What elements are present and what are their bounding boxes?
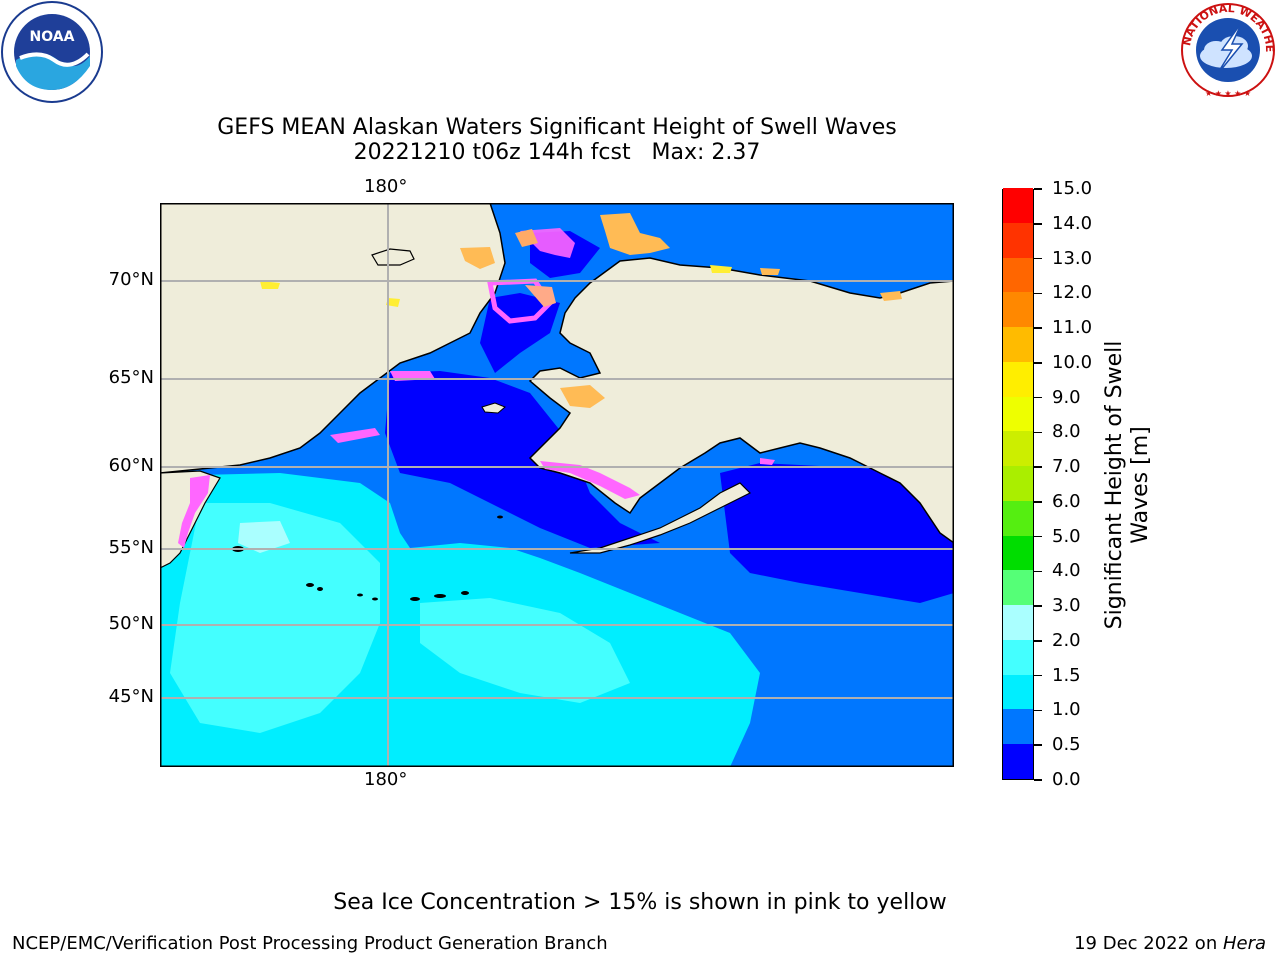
footer-host: Hera bbox=[1222, 933, 1266, 954]
colorbar-tick-label: 4.0 bbox=[1052, 560, 1081, 582]
lat-label-55: 55°N bbox=[108, 537, 154, 558]
colorbar-tick bbox=[1034, 396, 1042, 399]
colorbar-tick bbox=[1034, 292, 1042, 295]
colorbar-tick-label: 3.0 bbox=[1052, 595, 1081, 617]
colorbar-segment bbox=[1003, 465, 1033, 501]
colorbar-tick bbox=[1034, 223, 1042, 225]
colorbar-tick bbox=[1034, 709, 1042, 712]
colorbar-segment bbox=[1003, 291, 1033, 328]
lat-label-60: 60°N bbox=[108, 455, 154, 476]
swell-region-blue-east bbox=[720, 463, 954, 603]
lon-label-bottom: 180° bbox=[364, 769, 408, 790]
colorbar-tick bbox=[1034, 674, 1042, 677]
colorbar-tick-label: 11.0 bbox=[1052, 317, 1093, 339]
colorbar-tick bbox=[1034, 779, 1042, 781]
footer-branch: NCEP/EMC/Verification Post Processing Pr… bbox=[12, 933, 608, 954]
lat-label-45: 45°N bbox=[108, 686, 154, 707]
colorbar-fill bbox=[1003, 187, 1033, 779]
colorbar-tick-label: 1.5 bbox=[1052, 664, 1081, 686]
colorbar-tick bbox=[1034, 362, 1042, 364]
colorbar-segment bbox=[1003, 535, 1033, 571]
noaa-logo-text: NOAA bbox=[30, 29, 75, 45]
colorbar-segment bbox=[1003, 639, 1033, 675]
colorbar-tick bbox=[1034, 744, 1042, 746]
colorbar-tick-label: 14.0 bbox=[1052, 212, 1093, 234]
aleutian-islands bbox=[232, 515, 503, 601]
colorbar-tick-label: 15.0 bbox=[1052, 178, 1093, 199]
swell-region-lightcyan bbox=[170, 503, 380, 733]
colorbar-tick bbox=[1034, 605, 1042, 607]
title-line-1: GEFS MEAN Alaskan Waters Significant Hei… bbox=[217, 115, 897, 140]
nws-stars: ★ ★ ★ ★ ★ bbox=[1205, 89, 1251, 98]
colorbar-tick-label: 6.0 bbox=[1052, 490, 1081, 512]
colorbar-segment bbox=[1003, 709, 1033, 745]
colorbar-tick bbox=[1034, 188, 1042, 190]
map-panel bbox=[160, 203, 954, 767]
land-st-lawrence bbox=[481, 402, 506, 414]
lat-label-65: 65°N bbox=[108, 367, 154, 388]
colorbar-tick-label: 7.0 bbox=[1052, 456, 1081, 478]
colorbar-tick-label: 9.0 bbox=[1052, 386, 1081, 408]
land-wrangel bbox=[371, 248, 415, 266]
land-alaska-peninsula bbox=[569, 482, 752, 554]
footer-date: 19 Dec 2022 on Hera bbox=[1074, 933, 1266, 954]
colorbar-segment bbox=[1003, 257, 1033, 293]
colorbar-tick bbox=[1034, 327, 1042, 329]
colorbar-tick bbox=[1034, 570, 1042, 573]
map-frame bbox=[160, 203, 954, 767]
swell-region-blue-bering bbox=[385, 371, 660, 548]
nws-logo: NATIONAL WEATHER SERVICE ★ ★ ★ ★ ★ bbox=[1172, 0, 1280, 104]
colorbar-tick bbox=[1034, 535, 1042, 538]
colorbar-segment bbox=[1003, 222, 1033, 258]
colorbar-segment bbox=[1003, 396, 1033, 432]
colorbar-tick-label: 13.0 bbox=[1052, 247, 1093, 269]
map-gridlines bbox=[160, 203, 954, 767]
colorbar-segment bbox=[1003, 326, 1033, 362]
colorbar-tick-label: 2.0 bbox=[1052, 629, 1081, 651]
land-siberia bbox=[160, 203, 954, 544]
colorbar bbox=[1002, 187, 1034, 780]
colorbar-tick-label: 12.0 bbox=[1052, 282, 1093, 304]
swell-region-palecyan bbox=[238, 521, 290, 553]
noaa-logo: NOAA bbox=[0, 0, 104, 104]
colorbar-tick bbox=[1034, 501, 1042, 503]
colorbar-tick-label: 5.0 bbox=[1052, 525, 1081, 547]
title-line-2: 20221210 t06z 144h fcst Max: 2.37 bbox=[353, 140, 761, 165]
lat-label-50: 50°N bbox=[108, 613, 154, 634]
colorbar-segment bbox=[1003, 187, 1033, 223]
footer-date-text: 19 Dec 2022 on bbox=[1074, 933, 1223, 954]
colorbar-tick bbox=[1034, 466, 1042, 468]
colorbar-tick-label: 1.0 bbox=[1052, 699, 1081, 721]
colorbar-tick bbox=[1034, 640, 1042, 642]
colorbar-tick-label: 0.5 bbox=[1052, 734, 1081, 756]
sea-ice-note: Sea Ice Concentration > 15% is shown in … bbox=[333, 890, 947, 915]
colorbar-segment bbox=[1003, 500, 1033, 536]
sea-ice-overlay bbox=[178, 213, 902, 548]
colorbar-segment bbox=[1003, 430, 1033, 467]
colorbar-segment bbox=[1003, 674, 1033, 710]
lon-label-top: 180° bbox=[364, 176, 408, 197]
chart-title: GEFS MEAN Alaskan Waters Significant Hei… bbox=[160, 115, 954, 165]
colorbar-segment bbox=[1003, 361, 1033, 397]
colorbar-tick bbox=[1034, 431, 1042, 434]
colorbar-tick-label: 8.0 bbox=[1052, 421, 1081, 443]
lat-label-70: 70°N bbox=[108, 269, 154, 290]
colorbar-tick-label: 10.0 bbox=[1052, 351, 1093, 373]
colorbar-tick bbox=[1034, 257, 1042, 260]
colorbar-segment bbox=[1003, 604, 1033, 640]
colorbar-tick-label: 0.0 bbox=[1052, 769, 1081, 790]
colorbar-title: Significant Height of Swell Waves [m] bbox=[1102, 340, 1153, 630]
colorbar-segment bbox=[1003, 569, 1033, 606]
colorbar-segment bbox=[1003, 743, 1033, 779]
